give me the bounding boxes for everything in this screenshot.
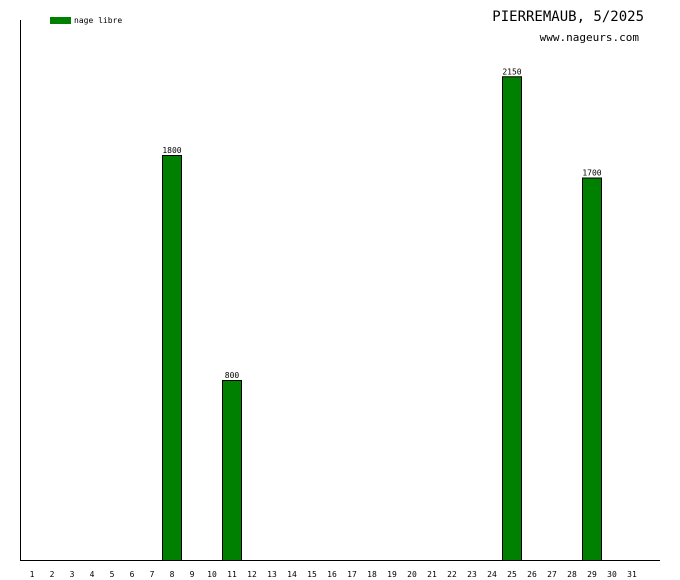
bar-value-label: 2150 [502,67,521,76]
bar [162,155,182,561]
x-tick-label: 31 [627,570,637,579]
x-tick-label: 18 [367,570,377,579]
x-tick-label: 25 [507,570,517,579]
bars-group [162,76,602,561]
x-tick-label: 23 [467,570,477,579]
x-tick-label: 1 [30,570,35,579]
bar [222,380,242,561]
x-tick-label: 15 [307,570,317,579]
x-tick-label: 17 [347,570,357,579]
x-tick-label: 22 [447,570,457,579]
chart-title: PIERREMAUB, 5/2025 [492,9,644,25]
x-tick-label: 2 [50,570,55,579]
bar [582,177,602,561]
bar-value-label: 800 [225,371,240,380]
legend: nage libre [50,16,122,25]
x-tick-label: 30 [607,570,617,579]
x-tick-labels-group: 1 2 3 4 5 6 7 8 9 10 11 12 13 14 15 16 17 18 19 20 21 22 23 24 2… [30,570,637,579]
x-tick-label: 19 [387,570,397,579]
bar-value-label: 1700 [582,169,601,178]
x-tick-label: 8 [170,570,175,579]
x-tick-label: 12 [247,570,257,579]
x-tick-label: 24 [487,570,497,579]
x-tick-label: 14 [287,570,297,579]
x-tick-label: 13 [267,570,277,579]
x-tick-label: 7 [150,570,155,579]
x-tick-label: 10 [207,570,217,579]
x-tick-label: 26 [527,570,537,579]
x-tick-label: 21 [427,570,437,579]
legend-swatch [50,17,71,24]
x-tick-label: 11 [227,570,237,579]
x-tick-label: 28 [567,570,577,579]
bar [502,76,522,561]
legend-label: nage libre [74,16,123,25]
chart-subtitle: www.nageurs.com [539,31,639,44]
x-tick-label: 4 [90,570,95,579]
x-tick-label: 6 [130,570,135,579]
x-tick-label: 27 [547,570,557,579]
x-tick-label: 3 [70,570,75,579]
x-tick-label: 29 [587,570,597,579]
x-tick-label: 20 [407,570,417,579]
value-labels-group: 1800 800 2150 1700 [162,67,601,380]
bar-value-label: 1800 [162,146,181,155]
x-tick-label: 16 [327,570,337,579]
x-tick-label: 5 [110,570,115,579]
x-tick-label: 9 [190,570,195,579]
